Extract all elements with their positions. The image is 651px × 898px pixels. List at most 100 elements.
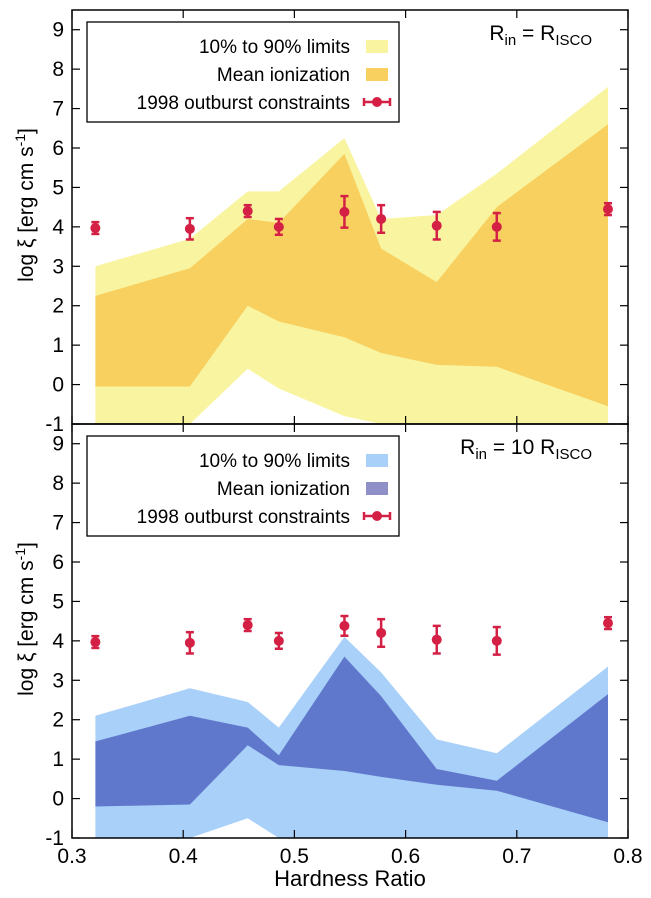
data-marker bbox=[376, 627, 387, 638]
legend-label: 1998 outburst constraints bbox=[137, 507, 350, 528]
data-point-8 bbox=[602, 201, 613, 217]
y-tick-label: 3 bbox=[52, 255, 64, 278]
y-tick-label: 5 bbox=[52, 176, 64, 199]
data-point-7 bbox=[491, 625, 502, 656]
data-point-3 bbox=[273, 631, 284, 650]
y-axis-label-close: ] bbox=[15, 542, 38, 548]
legend-label: 1998 outburst constraints bbox=[137, 93, 350, 114]
y-tick-label: 6 bbox=[52, 137, 64, 160]
data-marker bbox=[184, 637, 195, 648]
y-axis-label-sup: -1 bbox=[12, 134, 28, 147]
legend: 10% to 90% limits Mean ionization 1998 out… bbox=[86, 435, 400, 537]
title-r2: R bbox=[540, 22, 555, 45]
title-eq: = bbox=[516, 22, 540, 45]
y-tick-label: 7 bbox=[52, 98, 64, 121]
data-marker bbox=[602, 618, 613, 629]
legend-marker bbox=[372, 511, 382, 521]
y-tick-label: 0 bbox=[52, 374, 64, 397]
legend-swatch bbox=[366, 482, 388, 495]
x-tick-label: 0.6 bbox=[391, 845, 420, 868]
y-tick-label: 7 bbox=[52, 512, 64, 535]
data-marker bbox=[273, 221, 284, 232]
band-mean-ionization bbox=[95, 656, 608, 823]
data-marker bbox=[491, 635, 502, 646]
data-marker bbox=[602, 204, 613, 215]
y-axis-label-close: ] bbox=[15, 128, 38, 134]
data-marker bbox=[273, 635, 284, 646]
x-tick-label: 0.7 bbox=[502, 845, 531, 868]
data-point-8 bbox=[602, 615, 613, 631]
title-r: R bbox=[489, 22, 504, 45]
y-tick-label: -1 bbox=[45, 413, 64, 436]
title-r2: R bbox=[540, 436, 555, 459]
data-marker bbox=[339, 206, 350, 217]
plot-frame bbox=[71, 423, 629, 839]
legend-box bbox=[86, 435, 400, 537]
legend-swatch bbox=[366, 68, 388, 81]
legend-swatch bbox=[366, 40, 388, 53]
data-point-0 bbox=[90, 634, 101, 650]
legend-label: 10% to 90% limits bbox=[199, 37, 350, 58]
data-point-6 bbox=[431, 624, 442, 655]
data-marker bbox=[491, 221, 502, 232]
panel-title: Rin = RISCO bbox=[489, 22, 592, 49]
data-point-5 bbox=[376, 617, 387, 649]
y-tick-label: 3 bbox=[52, 669, 64, 692]
title-sub2: ISCO bbox=[555, 32, 592, 49]
y-tick-label: 1 bbox=[52, 334, 64, 357]
y-tick-label: 9 bbox=[52, 19, 64, 42]
data-point-6 bbox=[431, 210, 442, 241]
data-point-0 bbox=[90, 220, 101, 236]
y-tick-label: 2 bbox=[52, 295, 64, 318]
data-point-2 bbox=[242, 203, 253, 219]
y-axis-label-text: log ξ [erg cm s bbox=[15, 146, 38, 281]
y-axis-label: log ξ [erg cm s-1] bbox=[12, 128, 38, 282]
data-marker bbox=[242, 620, 253, 631]
y-tick-label: 8 bbox=[52, 58, 64, 81]
title-sub2: ISCO bbox=[555, 446, 592, 463]
y-tick-label: -1 bbox=[45, 827, 64, 850]
y-tick-label: 4 bbox=[52, 216, 64, 239]
band-mean-ionization bbox=[95, 124, 608, 407]
data-point-2 bbox=[242, 617, 253, 633]
data-marker bbox=[339, 620, 350, 631]
legend-box bbox=[86, 21, 400, 123]
legend-swatch bbox=[366, 454, 388, 467]
legend-label: Mean ionization bbox=[217, 479, 350, 500]
title-eq: = 10 bbox=[487, 436, 540, 459]
data-point-1 bbox=[184, 630, 195, 655]
data-marker bbox=[90, 637, 101, 648]
y-tick-label: 0 bbox=[52, 788, 64, 811]
data-marker bbox=[90, 223, 101, 234]
data-point-7 bbox=[491, 211, 502, 242]
panel-title: Rin = 10 RISCO bbox=[460, 436, 592, 463]
y-tick-label: 2 bbox=[52, 709, 64, 732]
y-axis-label: log ξ [erg cm s-1] bbox=[12, 542, 38, 696]
legend-label: 10% to 90% limits bbox=[199, 451, 350, 472]
y-tick-label: 1 bbox=[52, 748, 64, 771]
data-marker bbox=[184, 223, 195, 234]
y-tick-label: 8 bbox=[52, 472, 64, 495]
x-tick-label: 0.4 bbox=[169, 845, 199, 868]
data-point-1 bbox=[184, 216, 195, 241]
data-point-3 bbox=[273, 217, 284, 236]
data-point-4 bbox=[339, 614, 350, 637]
legend-label: Mean ionization bbox=[217, 65, 350, 86]
title-r: R bbox=[460, 436, 475, 459]
y-axis-label-text: log ξ [erg cm s bbox=[15, 560, 38, 695]
data-marker bbox=[431, 634, 442, 645]
x-tick-label: 0.3 bbox=[57, 845, 86, 868]
x-axis-label: Hardness Ratio bbox=[274, 866, 426, 891]
data-point-5 bbox=[376, 203, 387, 235]
x-tick-label: 0.5 bbox=[280, 845, 309, 868]
y-tick-label: 9 bbox=[52, 433, 64, 456]
y-tick-label: 4 bbox=[52, 630, 64, 653]
y-tick-label: 5 bbox=[52, 590, 64, 613]
data-marker bbox=[376, 213, 387, 224]
panel-bottom: -1 0 1 2 3 4 5 6 7 8 9 0.3 0.4 0.5 0.6 0.7 0.8 log ξ [erg… bbox=[12, 423, 643, 868]
data-marker bbox=[242, 206, 253, 217]
y-tick-label: 6 bbox=[52, 551, 64, 574]
